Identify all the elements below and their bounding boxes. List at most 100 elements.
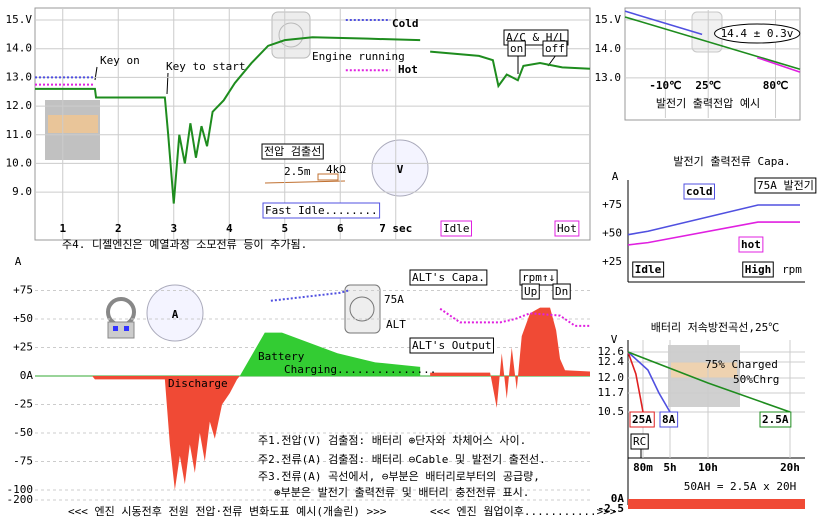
annotation: ⊕부분은 발전기 출력전류 및 배터리 충전전류 표시. bbox=[274, 486, 529, 499]
wire-drawing bbox=[264, 173, 346, 184]
annotation: V bbox=[397, 163, 404, 176]
line bbox=[439, 307, 590, 327]
x-tick-label: 1 bbox=[59, 222, 66, 235]
annotation: Up bbox=[524, 285, 537, 298]
annotation: Engine running bbox=[312, 50, 405, 63]
y-tick-label: 9.0 bbox=[12, 185, 32, 198]
label-box bbox=[659, 411, 679, 428]
label-box bbox=[683, 183, 715, 200]
annotation: 주1.전압(V) 검출점: 배터리 ⊕단자와 차체어스 사이. bbox=[258, 434, 526, 447]
annotation: ALT's Output bbox=[412, 339, 491, 352]
y-tick-label: 15.V bbox=[595, 13, 622, 26]
series-label: cold bbox=[686, 185, 713, 198]
annotation: 전압 검출선 bbox=[264, 145, 321, 158]
battery-image bbox=[668, 345, 740, 407]
annotation: 75A 발전기 bbox=[757, 179, 814, 192]
line bbox=[627, 351, 791, 413]
annotation: 14.4 ± 0.3v bbox=[721, 27, 794, 40]
annotation: 주4. 디젤엔진은 예열과정 소모전류 등이 추가됨. bbox=[62, 238, 307, 251]
label-box bbox=[507, 40, 526, 57]
bar bbox=[628, 499, 805, 509]
y-tick-label: 15.V bbox=[6, 13, 33, 26]
y-tick-label: 14.0 bbox=[6, 42, 33, 55]
y-tick-label: -2.5 bbox=[598, 502, 625, 515]
alternator-image bbox=[271, 11, 311, 59]
y-tick-label: 11.0 bbox=[6, 128, 33, 141]
y-tick-label: -50 bbox=[13, 426, 33, 439]
annotation: 50AH = 2.5A x 20H bbox=[684, 480, 797, 493]
y-tick-label: 14.0 bbox=[595, 42, 622, 55]
y-tick-label: 12.4 bbox=[598, 355, 625, 368]
line bbox=[756, 56, 801, 73]
label-box bbox=[632, 261, 665, 278]
y-tick-label: 0A bbox=[611, 492, 625, 505]
annotation: Idle bbox=[443, 222, 470, 235]
annotation: 75% Charged bbox=[705, 358, 778, 371]
x-tick-label: 5h bbox=[663, 461, 676, 474]
line bbox=[627, 351, 644, 413]
battery-image bbox=[45, 100, 100, 160]
x-tick-label: 2 bbox=[115, 222, 122, 235]
line bbox=[35, 36, 591, 204]
y-tick-label: -100 bbox=[7, 483, 34, 496]
y-tick-label: 13.0 bbox=[6, 70, 33, 83]
label-box bbox=[409, 269, 488, 286]
x-tick-label: 80m bbox=[633, 461, 653, 474]
x-tick-label: 80℃ bbox=[763, 79, 789, 92]
label-box bbox=[552, 283, 571, 300]
line bbox=[270, 289, 349, 302]
annotation: V bbox=[611, 333, 618, 346]
label-box bbox=[542, 40, 568, 57]
a-icon bbox=[146, 284, 204, 342]
annotation: ALT bbox=[386, 318, 406, 331]
sensor-icon bbox=[106, 297, 136, 339]
annotation: Key to start bbox=[166, 60, 245, 73]
annotation: ALT's Capa. bbox=[412, 271, 485, 284]
annotation: Charging............... bbox=[284, 363, 436, 376]
annotation: 발전기 출력전류 Capa. bbox=[673, 155, 790, 168]
y-tick-label: -75 bbox=[13, 455, 33, 468]
annotation: rpm↑↓ bbox=[522, 271, 555, 284]
annotation: Hot bbox=[557, 222, 577, 235]
annotation: A bbox=[15, 255, 22, 268]
y-tick-label: +50 bbox=[602, 227, 622, 240]
series-label: hot bbox=[741, 238, 761, 251]
line bbox=[624, 10, 703, 36]
annotation: <<< 엔진 시동전후 전원 전압·전류 변화도표 예시(개솔린) >>> bbox=[68, 505, 387, 518]
annotation: on bbox=[510, 42, 523, 55]
annotation: 50%Chrg bbox=[733, 373, 779, 386]
y-tick-label: 12.6 bbox=[598, 345, 625, 358]
y-tick-label: 10.0 bbox=[6, 156, 33, 169]
y-tick-label: +50 bbox=[13, 312, 33, 325]
annotation: Fast Idle........ bbox=[265, 204, 378, 217]
y-tick-label: 11.7 bbox=[598, 386, 625, 399]
annotation: Battery bbox=[258, 350, 305, 363]
annotation: 주3.전류(A) 곡선에서, ⊖부분은 배터리로부터의 공급량, bbox=[258, 470, 540, 483]
annotation: Dn bbox=[555, 285, 568, 298]
x-tick-label: 6 bbox=[337, 222, 344, 235]
y-tick-label: 13.0 bbox=[595, 71, 622, 84]
label-box bbox=[630, 433, 649, 450]
annotation: A bbox=[612, 170, 619, 183]
x-tick-label: 25℃ bbox=[695, 79, 721, 92]
y-tick-label: -200 bbox=[7, 493, 34, 506]
annotation: A bbox=[172, 308, 179, 321]
annotation: RC bbox=[633, 435, 646, 448]
area bbox=[35, 376, 240, 490]
panel-frame bbox=[624, 7, 801, 121]
series-label: 2.5A bbox=[762, 413, 789, 426]
label-box bbox=[261, 143, 324, 160]
label-box bbox=[629, 411, 655, 428]
x-tick-label: -10℃ bbox=[649, 79, 681, 92]
label-box bbox=[262, 202, 381, 219]
label-box bbox=[409, 337, 494, 354]
x-tick-label: High bbox=[745, 263, 772, 276]
series-label: Hot bbox=[398, 63, 418, 76]
label-box bbox=[521, 283, 540, 300]
y-tick-label: 10.5 bbox=[598, 405, 625, 418]
annotation: 4kΩ bbox=[326, 163, 346, 176]
annotation: off bbox=[545, 42, 565, 55]
annotation: Key on bbox=[100, 54, 140, 67]
panel-frame bbox=[34, 7, 591, 241]
y-tick-label: +75 bbox=[602, 198, 622, 211]
